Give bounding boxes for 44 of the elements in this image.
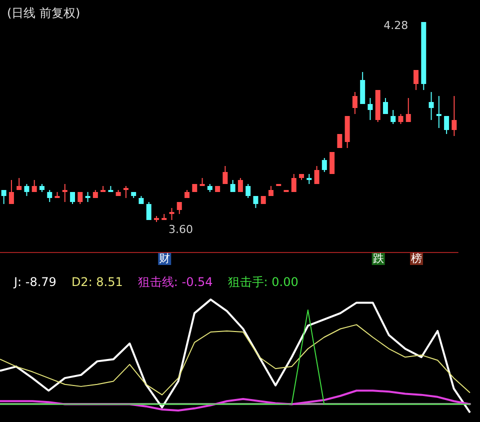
candlestick [238,178,243,192]
candlestick [123,186,128,198]
candlestick [398,114,404,124]
chart-title: (日线 前复权) [7,6,80,20]
candlestick [24,184,30,196]
candlestick [337,134,342,148]
candlestick [291,174,296,192]
text: 狙击线: -0.54 [138,275,213,289]
candlestick [390,110,396,124]
candlestick [306,174,312,184]
candlestick [47,190,52,202]
candlestick [382,98,388,114]
candlestick [444,116,450,134]
candlestick [436,96,442,128]
text: J: -8.79 [13,275,56,289]
annotation: 4.28 [384,19,408,32]
candlestick [78,192,83,204]
candlestick [452,96,457,136]
candlestick [368,98,373,120]
text: 跌 [372,252,384,265]
candlestick [146,202,152,220]
text: 财 [159,252,170,265]
candlestick [176,202,182,214]
candlestick [8,180,14,204]
candlestick [406,98,411,122]
candlestick [322,158,327,172]
candlestick [222,166,228,184]
candlestick [70,192,76,204]
candlestick [85,192,90,202]
candlestick [169,208,174,220]
candlestick [314,166,320,184]
text: 3.60 [168,223,193,236]
candlestick [360,72,366,104]
series-label: 狙击手: 0.00 [228,275,298,289]
candlestick [330,152,335,174]
candlestick [1,190,6,204]
candlestick [414,70,419,90]
text: 榜 [411,252,422,265]
candlestick [62,184,68,202]
candlestick [428,92,434,120]
candlestick [246,184,251,198]
candlestick [352,92,358,114]
candlestick [253,196,258,208]
text: D2: 8.51 [71,275,123,289]
